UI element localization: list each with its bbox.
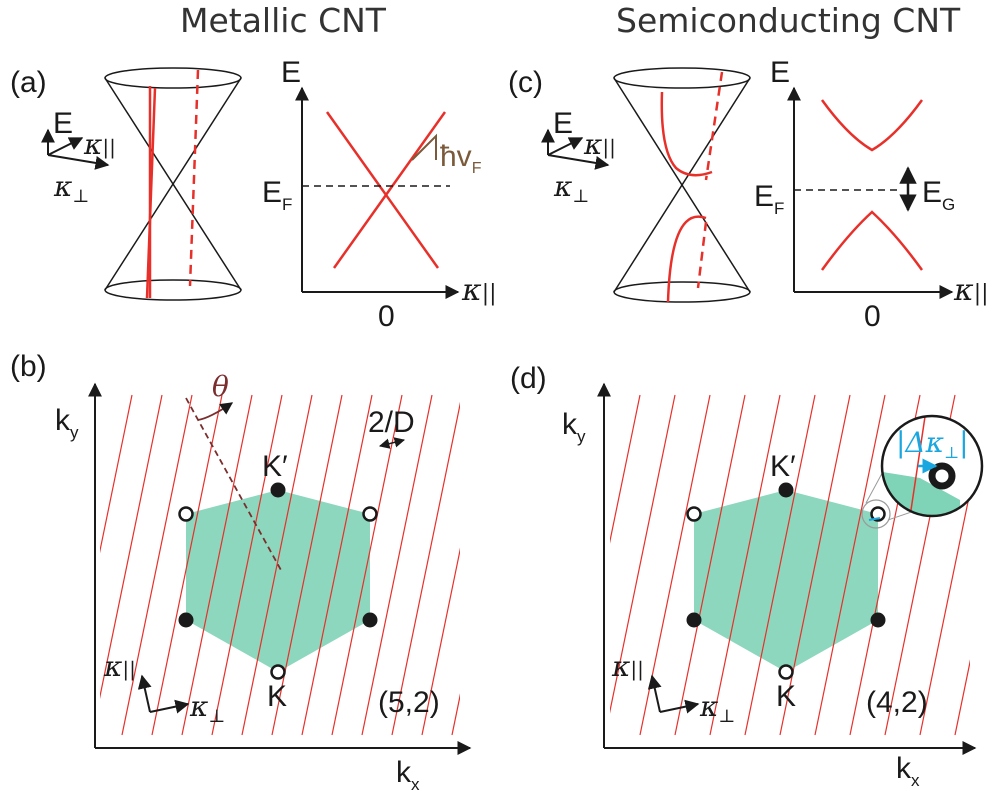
axes-small-c [541, 128, 610, 170]
label-E-band-c: E [770, 56, 790, 89]
label-kappa-par-band-c: κ|| [953, 273, 989, 308]
label-Kprime-b: K′ [262, 450, 288, 483]
axes-bz-b [88, 382, 472, 755]
panel-label-c: (c) [508, 66, 543, 99]
label-kappa-par-c: κ|| [583, 128, 616, 161]
label-E-band-a: E [281, 56, 301, 89]
label-kappa-perp-d: κ⊥ [699, 690, 735, 727]
chirality-label-b: (5,2) [378, 686, 440, 719]
cut-line-solid-a-fix [150, 86, 196, 298]
label-K-d: K [776, 680, 796, 713]
dirac-cone-semiconducting [613, 67, 751, 303]
brillouin-zone-d [694, 490, 878, 672]
label-kappa-par-band-a: κ|| [461, 273, 497, 308]
delta-tick-small [868, 517, 881, 521]
axes-kappa-d [647, 674, 700, 714]
cut-dashed-upper-c [704, 71, 724, 181]
label-ky-d: ky [562, 408, 586, 446]
label-E-small-a: E [53, 107, 73, 140]
label-kappa-par-a: κ|| [83, 128, 116, 161]
label-delta-kappa: |Δκ⊥| [896, 426, 969, 462]
label-theta: θ [212, 370, 229, 403]
title-semiconducting: Semiconducting CNT [616, 1, 961, 40]
k-points-b [178, 482, 378, 680]
slope-triangle-a [411, 133, 437, 161]
label-spacing-2D: 2/D [368, 406, 415, 439]
k-points-d [686, 482, 886, 680]
conduction-band-c [820, 99, 924, 152]
spacing-arrow [378, 437, 406, 449]
magnifier-source-ring [861, 499, 891, 529]
panel-label-a: (a) [10, 66, 47, 99]
valence-band-c [820, 210, 924, 271]
tick-zero-c: 0 [864, 300, 881, 333]
title-metallic: Metallic CNT [180, 1, 387, 40]
label-EF-c: EF [754, 180, 784, 218]
label-kappa-par-d: κ|| [611, 650, 644, 683]
cut-solid-a [145, 87, 157, 299]
axes-small-a [41, 128, 110, 170]
chiral-vector-dashed-b [185, 397, 283, 573]
label-Kprime-d: K′ [770, 450, 796, 483]
cut-dashed-a [188, 69, 200, 287]
label-kappa-par-b: κ|| [103, 650, 136, 683]
label-kappa-perp-b: κ⊥ [189, 690, 225, 727]
label-E-small-c: E [553, 107, 573, 140]
label-kx-d: kx [896, 752, 920, 790]
band-line-2-a [332, 111, 447, 269]
band-line-1-a [325, 111, 440, 269]
tick-zero-a: 0 [378, 300, 395, 333]
label-kappa-perp-c: κ⊥ [553, 170, 589, 207]
dirac-cone-metallic [104, 67, 242, 301]
cut-hyperbola-upper-c [660, 91, 713, 177]
panel-label-b: (b) [10, 350, 47, 383]
axes-bz-d [597, 382, 977, 755]
label-hbar-vF: ħvF [440, 140, 482, 177]
cut-dashed-lower-c [696, 221, 708, 289]
label-ky-b: ky [55, 404, 79, 442]
label-K-b: K [267, 680, 287, 713]
magnifier-inset [880, 414, 984, 518]
chirality-label-d: (4,2) [866, 686, 928, 719]
label-EG: EG [922, 176, 955, 214]
cutting-lines-b [100, 394, 460, 736]
theta-arc-b [197, 402, 234, 421]
axes-band-a [295, 86, 460, 299]
panel-label-d: (d) [510, 362, 547, 395]
axes-kappa-b [137, 674, 190, 714]
cut-hyperbola-lower-c [666, 215, 707, 303]
label-EF-a: EF [262, 176, 292, 214]
label-kappa-perp-a: κ⊥ [53, 170, 89, 207]
label-kx-b: kx [396, 756, 420, 791]
